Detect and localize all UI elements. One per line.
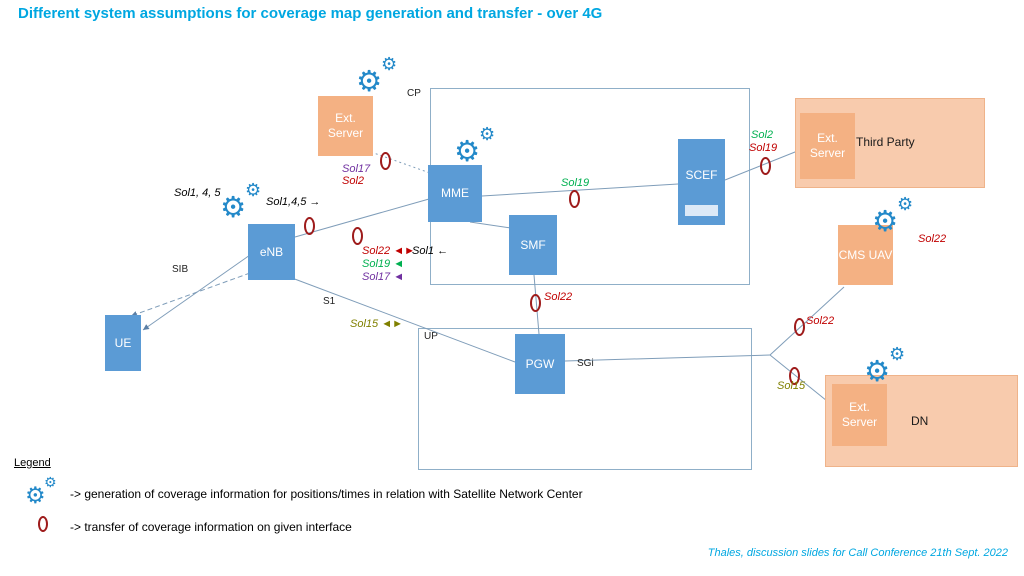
zone-cp-label: CP — [407, 88, 421, 99]
label-sol17-enb: Sol17 ◄ — [362, 271, 405, 283]
label-sol145-arrow: Sol1,4,5 → — [266, 196, 321, 208]
transfer-oval-icon — [760, 157, 771, 175]
label-sol19-enb: Sol19 ◄ — [362, 258, 405, 270]
zone-up-label: UP — [424, 331, 438, 342]
transfer-oval-icon — [38, 516, 48, 532]
label-sol22-cms: Sol22 — [918, 233, 947, 245]
interface-label-s1: S1 — [323, 296, 336, 307]
edge-enb-ue — [142, 254, 251, 331]
label-sol1-enb: Sol1 ← — [412, 245, 449, 257]
interface-label-sgi: SGi — [577, 358, 594, 369]
transfer-oval-icon — [352, 227, 363, 245]
label-sol15-dn: Sol15 — [777, 380, 806, 392]
interface-label-sib: SIB — [172, 264, 189, 275]
gear-icon: ⚙ ⚙ — [356, 54, 398, 98]
label-sol145-source: Sol1, 4, 5 — [174, 187, 221, 199]
node-enb: eNB — [248, 224, 295, 280]
legend-generation-text: -> generation of coverage information fo… — [70, 487, 583, 501]
page-title: Different system assumptions for coverag… — [18, 5, 603, 22]
node-ext-server-top: Ext. Server — [318, 96, 373, 156]
third-party-label: Third Party — [856, 135, 915, 149]
node-scef-label: SCEF — [685, 167, 718, 182]
zone-up — [418, 328, 752, 470]
gear-icon: ⚙ ⚙ — [220, 180, 262, 224]
node-mme: MME — [428, 165, 482, 222]
gear-icon: ⚙ ⚙ — [454, 124, 496, 168]
transfer-oval-icon — [380, 152, 391, 170]
transfer-oval-icon — [794, 318, 805, 336]
node-ue: UE — [105, 315, 141, 371]
label-sol2-mme: Sol2 — [342, 175, 365, 187]
node-pgw: PGW — [515, 334, 565, 394]
node-ext-server-dn: Ext. Server — [832, 384, 887, 446]
edge-enb-ue-sib — [130, 272, 251, 317]
label-sol22-junction: Sol22 — [806, 315, 835, 327]
footer-credit: Thales, discussion slides for Call Confe… — [707, 547, 1008, 559]
scef-panel-stripe — [685, 205, 718, 216]
gear-icon: ⚙ ⚙ — [25, 475, 57, 509]
label-sol19-scef: Sol19 — [749, 142, 778, 154]
transfer-oval-icon — [569, 190, 580, 208]
transfer-oval-icon — [789, 367, 800, 385]
legend-title: Legend — [14, 457, 51, 469]
label-sol17-mme: Sol17 — [342, 163, 371, 175]
label-sol22-enb: Sol22 ◄► — [362, 245, 415, 257]
transfer-oval-icon — [530, 294, 541, 312]
label-sol22-smf: Sol22 — [544, 291, 573, 303]
dn-label: DN — [911, 414, 929, 428]
node-ext-server-third-party: Ext. Server — [800, 113, 855, 179]
label-sol2-scef: Sol2 — [751, 129, 774, 141]
gear-icon: ⚙ ⚙ — [872, 194, 914, 238]
label-sol19-core: Sol19 — [561, 177, 590, 189]
label-sol15-s1: Sol15 ◄► — [350, 318, 403, 330]
node-smf: SMF — [509, 215, 557, 275]
transfer-oval-icon — [304, 217, 315, 235]
legend-transfer-text: -> transfer of coverage information on g… — [70, 520, 352, 534]
node-cms-uav: CMS UAV — [838, 225, 893, 285]
node-scef: SCEF — [678, 139, 725, 225]
gear-icon: ⚙ ⚙ — [864, 344, 906, 388]
